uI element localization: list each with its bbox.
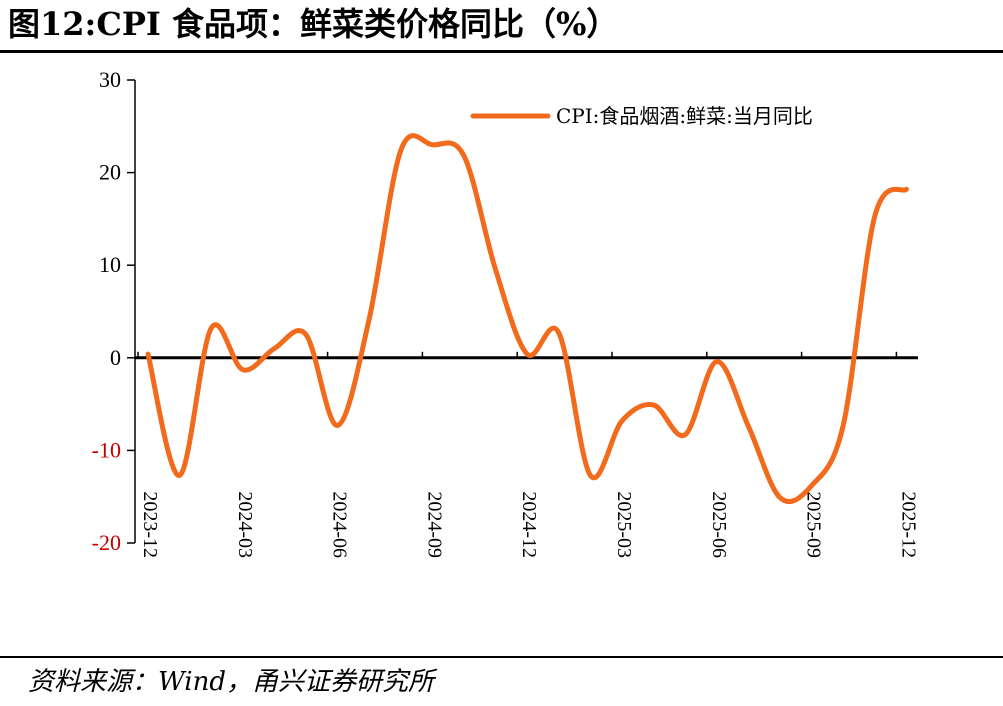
series-line bbox=[145, 133, 909, 505]
legend-label: CPI:食品烟酒:鲜菜:当月同比 bbox=[556, 104, 813, 128]
x-tick-label: 2025-09 bbox=[803, 491, 825, 558]
y-tick-label: 20 bbox=[99, 160, 121, 185]
y-axis: 30 20 10 0 -10 -20 bbox=[92, 67, 136, 555]
x-axis: 2023-12 2024-03 2024-06 2024-09 2024-12 2025-… bbox=[135, 351, 919, 558]
series-layer bbox=[145, 133, 909, 505]
x-tick-label: 2023-12 bbox=[139, 491, 161, 558]
y-tick-label: 10 bbox=[99, 252, 121, 277]
x-tick-label: 2024-06 bbox=[329, 491, 351, 558]
line-chart: 30 20 10 0 -10 -20 2023-12 2024-03 2024-06 2024-… bbox=[92, 67, 920, 558]
y-tick-label: -10 bbox=[92, 437, 121, 462]
x-tick-label: 2025-03 bbox=[613, 491, 635, 558]
y-tick-label: 30 bbox=[99, 67, 121, 92]
x-tick-label: 2025-12 bbox=[897, 491, 919, 558]
chart-title: 图12:CPI 食品项：鲜菜类价格同比（%） bbox=[8, 5, 619, 43]
x-tick-label: 2025-06 bbox=[708, 491, 730, 558]
footer-divider bbox=[0, 656, 1003, 658]
y-tick-label: 0 bbox=[110, 345, 121, 370]
title-divider bbox=[0, 50, 1003, 53]
legend: CPI:食品烟酒:鲜菜:当月同比 bbox=[470, 104, 813, 128]
y-tick-label: -20 bbox=[92, 530, 121, 555]
source-note: 资料来源：Wind，甬兴证券研究所 bbox=[28, 667, 434, 697]
x-tick-label: 2024-12 bbox=[518, 491, 540, 558]
x-tick-label: 2024-09 bbox=[423, 491, 445, 558]
x-tick-label: 2024-03 bbox=[234, 491, 256, 558]
